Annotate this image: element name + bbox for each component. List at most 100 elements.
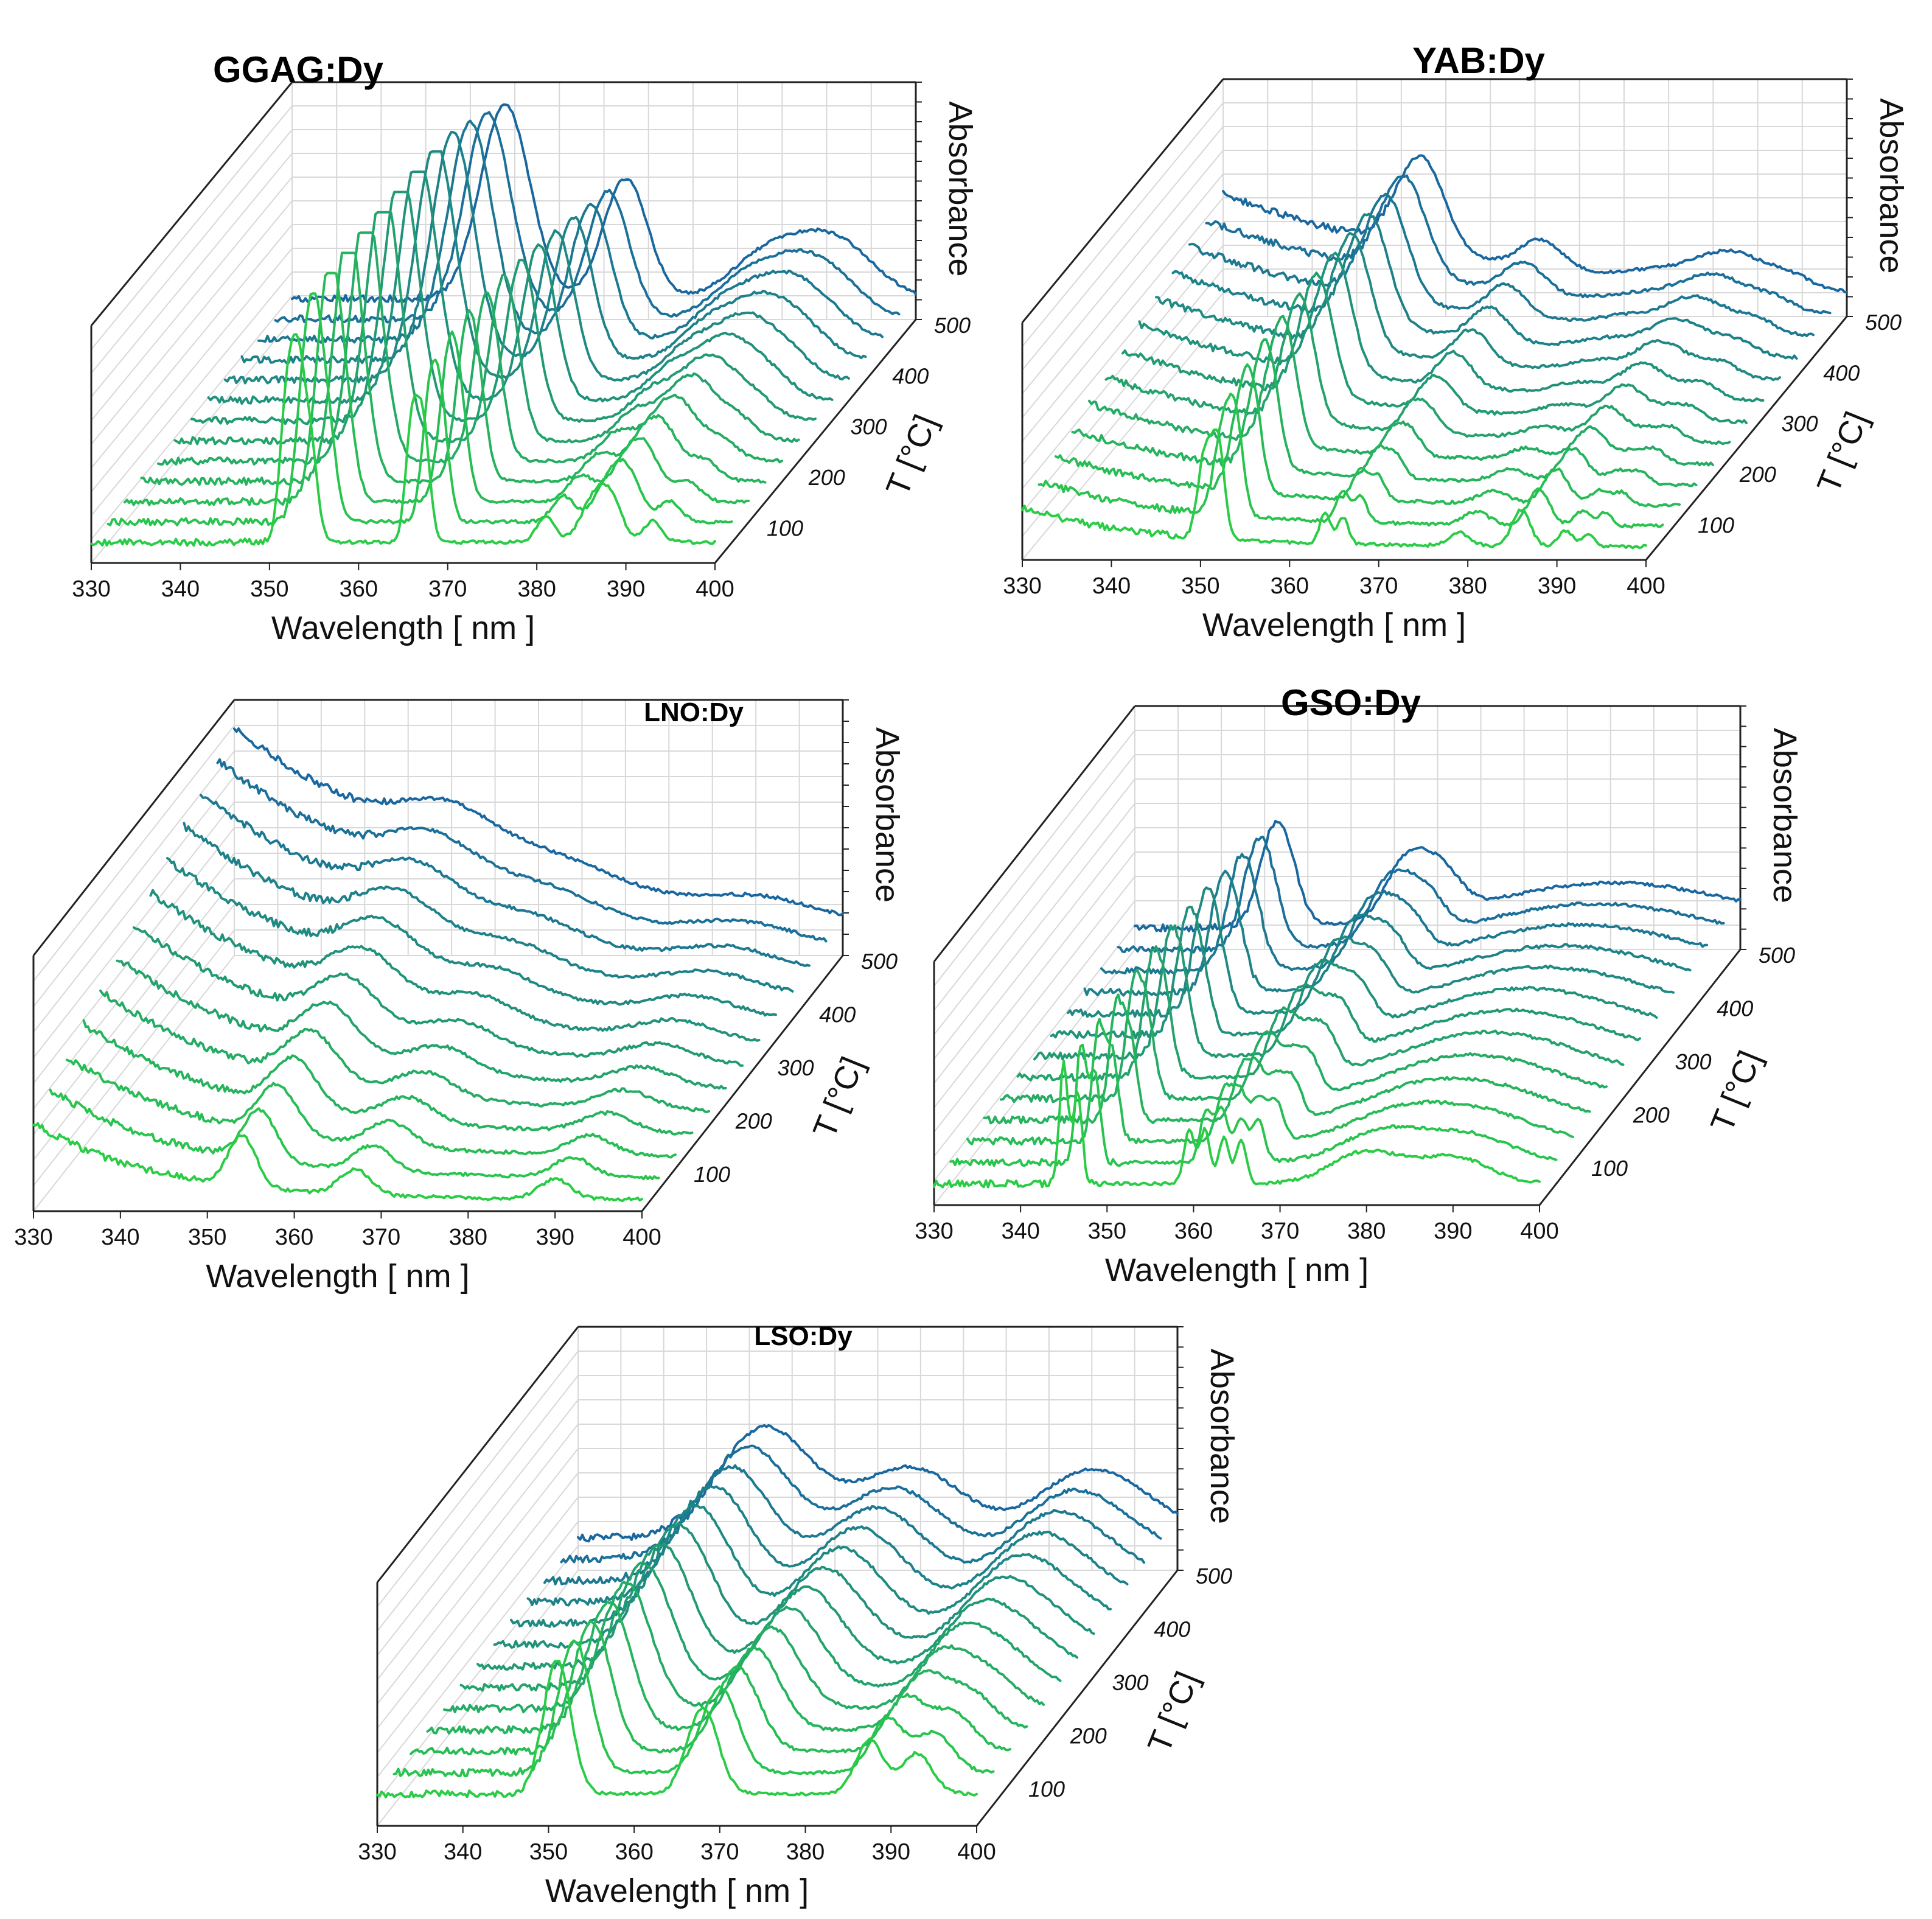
- t-tick-label: 200: [1739, 462, 1776, 487]
- t-tick-label: 400: [1717, 996, 1753, 1021]
- spectrum-line: [233, 727, 844, 917]
- spectrum-line: [116, 959, 727, 1090]
- spectrum-line: [140, 251, 767, 486]
- t-tick-label: 400: [819, 1002, 856, 1027]
- grid-line: [933, 730, 1135, 987]
- spectra: [933, 819, 1742, 1189]
- axis-line: [641, 955, 844, 1212]
- spectrum-line: [983, 993, 1591, 1125]
- x-tick-label: 340: [1001, 1218, 1039, 1244]
- axis-line: [32, 699, 235, 956]
- x-tick-label: 340: [101, 1225, 139, 1250]
- grid-line: [933, 778, 1135, 1035]
- t-tick-label: 300: [851, 414, 887, 439]
- t-axis-label: T [°C]: [1704, 1046, 1769, 1137]
- spectrum-line: [106, 292, 733, 526]
- panel-title: LSO:Dy: [754, 1321, 853, 1351]
- grid-line: [933, 827, 1135, 1084]
- grid-line: [377, 1497, 579, 1753]
- spectrum-line: [99, 989, 710, 1114]
- x-tick-label: 370: [1261, 1218, 1299, 1244]
- spectrum-line: [1134, 819, 1742, 932]
- x-tick-label: 380: [517, 576, 556, 602]
- x-tick-label: 330: [14, 1225, 52, 1250]
- grid-line: [91, 248, 293, 492]
- panel-title: LNO:Dy: [644, 697, 744, 727]
- absorbance-axis-label: Absorbance: [1766, 728, 1803, 903]
- grid-line: [91, 105, 293, 350]
- x-tick-label: 330: [358, 1839, 396, 1865]
- spectrum-line: [1055, 363, 1681, 508]
- x-tick-label: 390: [535, 1225, 574, 1250]
- grid-line: [1022, 126, 1224, 371]
- spectrum-line: [510, 1503, 1112, 1628]
- t-tick-label: 100: [1591, 1156, 1628, 1181]
- grid-line: [377, 1521, 579, 1778]
- grid-line: [377, 1472, 579, 1729]
- spectrum-line: [90, 333, 716, 547]
- grid-line: [377, 1351, 579, 1607]
- spectrum-line: [190, 191, 817, 425]
- spectrum-line: [1222, 154, 1848, 294]
- spectrum-line: [133, 926, 744, 1067]
- panel-ggag-dy: 330 340 350 360 370 380 390 400100200300400500W…: [72, 49, 978, 646]
- panel-title: GSO:Dy: [1281, 682, 1421, 723]
- x-axis-label: Wavelength [ nm ]: [271, 610, 535, 646]
- panel-lso-dy: 330 340 350 360 370 380 390 400 100 200 300 400 500 W…: [358, 1321, 1240, 1909]
- x-tick-label: 400: [696, 576, 734, 602]
- t-tick-label: 300: [1112, 1670, 1149, 1695]
- x-tick-label: 370: [700, 1839, 739, 1865]
- axis-line: [376, 1326, 579, 1583]
- grid-line: [33, 878, 235, 1135]
- x-tick-label: 390: [1538, 573, 1576, 599]
- x-tick-label: 340: [444, 1839, 482, 1865]
- spectrum-line: [1117, 836, 1725, 954]
- t-tick-label: 400: [1823, 360, 1860, 385]
- x-tick-label: 370: [428, 576, 467, 602]
- grid-line: [91, 129, 293, 374]
- panel-grid: [33, 698, 843, 1213]
- grid-line: [91, 200, 293, 445]
- x-axis-label: Wavelength [ nm ]: [206, 1258, 469, 1295]
- spectrum-line: [410, 1620, 1011, 1756]
- grid-line: [377, 1545, 579, 1802]
- x-tick-label: 380: [449, 1225, 487, 1250]
- grid-line: [33, 853, 235, 1110]
- grid-line: [1022, 221, 1224, 466]
- spectrum-line: [49, 1088, 660, 1181]
- panel-lno-dy: 330 340 350 360 370 380 390 400 100 200 300 400 500 W…: [14, 697, 905, 1295]
- x-tick-label: 400: [1627, 573, 1665, 599]
- spectrum-line: [291, 103, 917, 303]
- grid-line: [91, 153, 293, 397]
- spectrum-line: [966, 1018, 1574, 1146]
- axis-frame: [1021, 78, 1853, 561]
- absorbance-axis-label: Absorbance: [1204, 1349, 1240, 1524]
- grid-line: [377, 1375, 579, 1632]
- axis-frame: [933, 705, 1746, 1206]
- t-tick-label: 200: [1633, 1103, 1670, 1128]
- grid-line: [33, 802, 235, 1058]
- t-tick-label: 100: [1698, 512, 1734, 537]
- t-tick-label: 500: [934, 313, 971, 338]
- spectra: [32, 727, 844, 1203]
- spectrum-line: [1171, 212, 1798, 360]
- x-tick-label: 370: [362, 1225, 400, 1250]
- grid-line: [91, 177, 293, 421]
- grid-line: [1022, 173, 1224, 418]
- x-tick-label: 330: [915, 1218, 953, 1244]
- x-tick-label: 360: [275, 1225, 313, 1250]
- x-tick-label: 400: [957, 1839, 996, 1865]
- spectrum-line: [82, 1019, 694, 1136]
- spectrum-line: [173, 211, 800, 446]
- absorbance-axis-label: Absorbance: [1873, 98, 1909, 273]
- x-tick-label: 330: [1003, 573, 1041, 599]
- grid-line: [1022, 150, 1224, 394]
- spectrum-line: [274, 111, 901, 324]
- spectrum-line: [157, 231, 783, 466]
- spectrum-line: [1088, 315, 1714, 467]
- spectrum-line: [66, 1058, 677, 1159]
- spectrum-line: [1067, 886, 1675, 1018]
- axis-line: [933, 705, 1136, 962]
- spectrum-line: [493, 1523, 1095, 1649]
